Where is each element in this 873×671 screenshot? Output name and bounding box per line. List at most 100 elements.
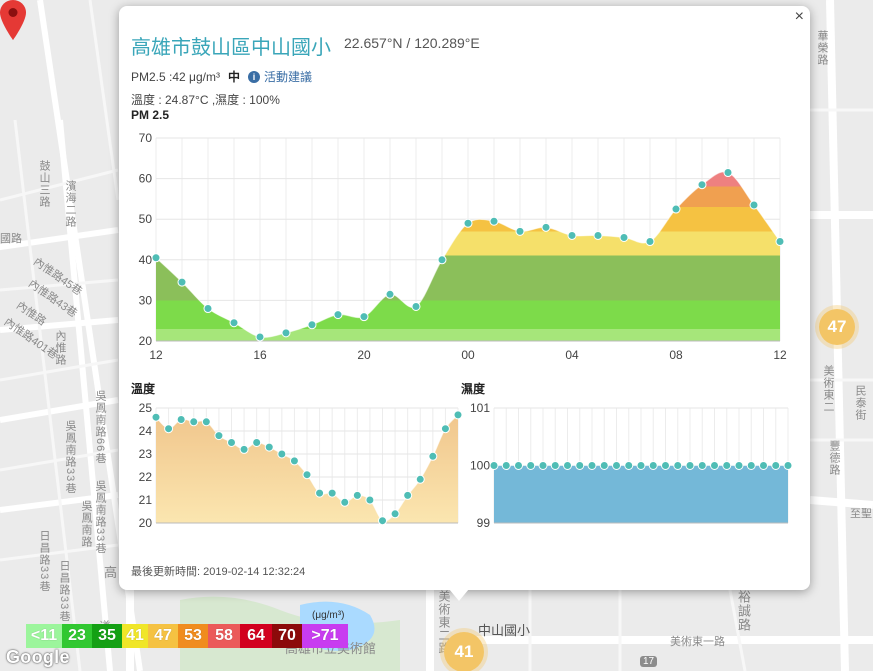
temperature-data-point	[227, 438, 236, 447]
pm25-y-tick-label: 60	[139, 172, 153, 186]
legend-cell: 53	[178, 624, 208, 648]
pm25-y-tick-label: 40	[139, 253, 153, 267]
humidity-chart-title: 濕度	[461, 382, 486, 396]
temperature-data-point	[189, 417, 199, 427]
legend-cell: 41	[122, 624, 148, 648]
activity-advice-link[interactable]: 活動建議	[263, 70, 312, 84]
map-label-road: 日昌路33巷	[58, 560, 70, 623]
map-label-road: 吳鳳南路66巷	[94, 390, 106, 465]
map-label-road: 美術東二	[822, 365, 834, 413]
pm25-value: PM2.5 :42 μg/m³	[131, 69, 220, 84]
humidity-data-point	[489, 461, 499, 470]
station-popup: × 高雄市鼓山區中山國小 22.657°N / 120.289°E PM2.5 …	[119, 6, 810, 590]
pm25-x-tick-label: 20	[357, 348, 371, 362]
humidity-data-point	[526, 461, 536, 470]
pm25-data-point	[385, 289, 395, 299]
pm25-area	[156, 171, 780, 341]
temperature-data-point	[315, 488, 325, 498]
humidity-data-point	[599, 461, 609, 470]
humidity-data-point	[746, 461, 756, 470]
humidity-data-point	[759, 461, 768, 470]
station-cluster-marker[interactable]: 47	[819, 309, 855, 345]
legend-cell: 23	[62, 624, 92, 648]
temperature-y-tick-label: 25	[139, 401, 153, 415]
legend-scale: <11 23 35 41 47 53 58 64 70 >71	[26, 624, 348, 648]
legend-unit: (μg/m³)	[312, 610, 345, 621]
map-label-place: 高	[104, 565, 118, 580]
pm25-data-point	[333, 310, 343, 320]
pm25-data-point	[515, 226, 525, 236]
map-label-place: 國路	[0, 233, 22, 245]
last-updated: 最後更新時間: 2019-02-14 12:32:24	[131, 566, 306, 578]
map-label-road: 吳鳳南路33巷	[64, 420, 76, 495]
map-label-road: 鼓山三路	[38, 160, 50, 208]
temperature-data-point	[340, 497, 350, 507]
map-label-road: 吳鳳南路33巷	[94, 480, 106, 555]
pm25-data-point	[411, 301, 421, 311]
pm25-data-point	[255, 332, 265, 342]
humidity-data-point	[575, 461, 585, 470]
map-label-road: 吳鳳南路	[80, 500, 92, 548]
temperature-y-tick-label: 24	[139, 424, 153, 438]
pm25-data-point	[151, 253, 161, 263]
temperature-y-tick-label: 23	[139, 447, 153, 461]
map-label-road: 內惟路	[54, 330, 66, 366]
temperature-data-point	[176, 415, 186, 424]
station-cluster-marker[interactable]: 41	[444, 632, 484, 671]
pm25-y-tick-label: 20	[139, 334, 153, 348]
pm25-data-point	[463, 218, 473, 228]
pm25-x-tick-label: 16	[253, 348, 267, 362]
temperature-data-point	[277, 449, 287, 459]
pm25-y-tick-label: 70	[139, 131, 153, 145]
map-label-road: 日昌路33巷	[38, 530, 50, 593]
temperature-data-point	[415, 474, 425, 484]
pm25-data-point	[281, 328, 291, 338]
humidity-data-point	[685, 461, 695, 470]
humidity-data-point	[563, 461, 572, 470]
map-label-school: 中山國小	[478, 623, 531, 638]
temperature-data-point	[352, 490, 362, 500]
humidity-y-tick-label: 99	[477, 516, 491, 530]
humidity-data-point	[661, 461, 670, 470]
pm25-data-point	[359, 312, 369, 322]
pm25-data-point	[697, 180, 707, 190]
pm25-data-point	[203, 304, 213, 314]
google-logo: Google	[6, 647, 70, 667]
humidity-y-tick-label: 101	[470, 401, 490, 415]
pm25-data-point	[723, 168, 733, 178]
humidity-data-point	[624, 461, 634, 470]
humidity-y-tick-label: 100	[470, 459, 490, 473]
humidity-data-point	[722, 461, 732, 470]
temperature-data-point	[302, 470, 312, 480]
pm25-data-point	[619, 232, 629, 242]
pm25-data-point	[775, 237, 785, 247]
temperature-y-tick-label: 21	[139, 493, 153, 507]
temperature-data-point	[390, 509, 400, 519]
humidity-data-point	[514, 461, 523, 470]
temperature-data-point	[453, 410, 463, 420]
info-icon[interactable]: i	[247, 70, 260, 83]
humidity-data-point	[673, 461, 683, 470]
map-pin-icon[interactable]	[0, 0, 26, 40]
station-name: 高雄市鼓山區中山國小	[131, 37, 331, 59]
pm25-y-tick-label: 50	[139, 212, 153, 226]
pm25-x-tick-label: 12	[149, 348, 163, 362]
map-label-road: 豐德路	[828, 440, 840, 476]
humidity-data-point	[783, 461, 793, 470]
legend-cell: 47	[148, 624, 178, 648]
pm25-data-point	[307, 320, 317, 330]
temperature-data-point	[403, 490, 413, 500]
map-label-road: 美術東一路	[670, 636, 725, 648]
temperature-data-point	[365, 495, 375, 505]
legend-cell: <11	[26, 624, 62, 648]
temperature-data-point	[164, 424, 174, 434]
humidity-data-point	[636, 461, 646, 470]
legend-cell: 64	[240, 624, 272, 648]
pm25-data-point	[541, 222, 551, 232]
close-button[interactable]: ×	[794, 8, 804, 25]
pm25-data-point	[177, 277, 187, 287]
pm25-reading: PM2.5 :42 μg/m³ 中 i 活動建議	[131, 68, 312, 85]
temperature-y-tick-label: 22	[139, 470, 153, 484]
pm25-x-tick-label: 08	[669, 348, 683, 362]
temperature-chart-title: 溫度	[131, 382, 156, 396]
